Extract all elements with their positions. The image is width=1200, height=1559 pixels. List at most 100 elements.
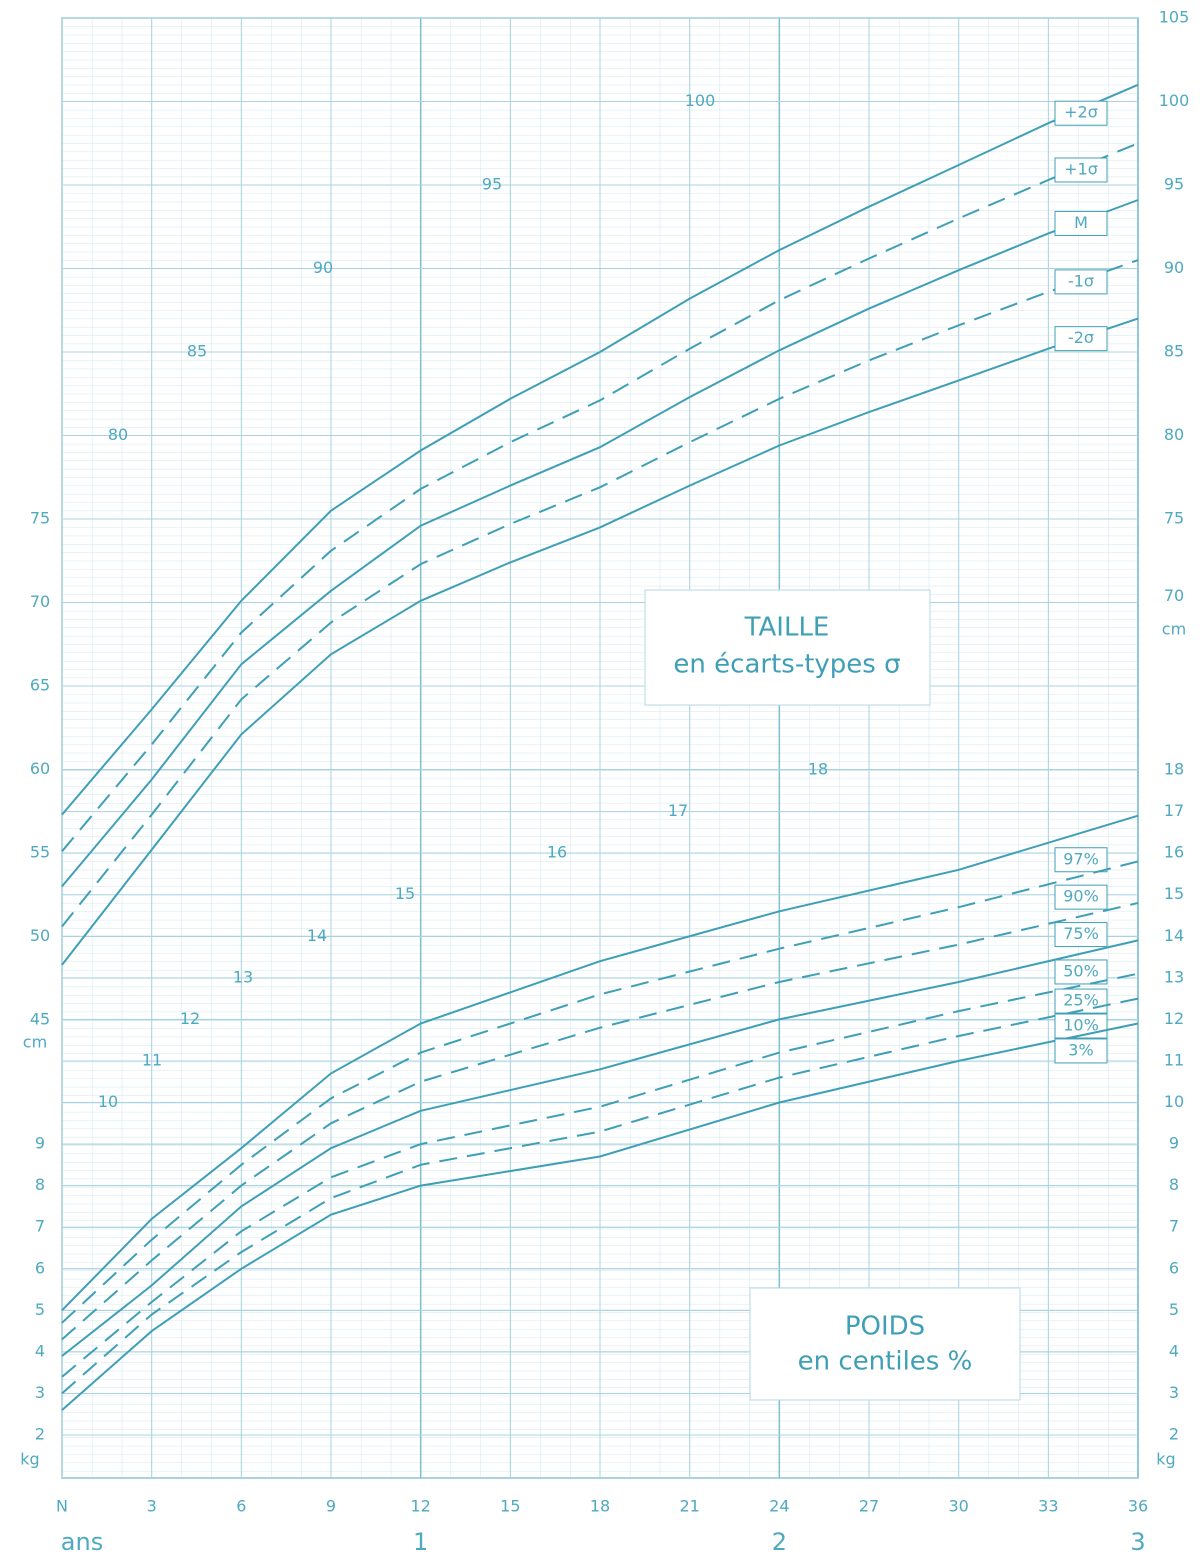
legend-label: -2σ [1068,328,1094,347]
year-tick-label: 3 [1130,1528,1145,1556]
guide-label: 14 [307,926,327,945]
year-tick-label: 1 [413,1528,428,1556]
y-tick-label: 14 [1164,926,1184,945]
series-line [61,317,1139,966]
x-axis-unit: ans [61,1528,103,1556]
guide-label: 15 [395,884,415,903]
y-tick-label: 16 [1164,843,1184,862]
series-line [61,259,1139,928]
legend-box [1054,100,1108,126]
x-tick-label: 18 [590,1497,610,1516]
y-tick-label: 4 [35,1341,45,1360]
guide-label: 80 [108,425,128,444]
guide-label: 12 [180,1009,200,1028]
y-tick-label: 10 [1164,1092,1184,1111]
y-tick-label: 65 [30,676,50,695]
legend-box [1054,1038,1108,1064]
x-tick-label: 12 [410,1497,430,1516]
y-tick-label: 5 [35,1300,45,1319]
y-tick-label: 4 [1169,1341,1179,1360]
guide-label: 17 [668,801,688,820]
x-tick-label: 30 [948,1497,968,1516]
y-tick-label: 55 [30,843,50,862]
guide-label: 11 [142,1050,162,1069]
title-box [749,1287,1021,1401]
y-tick-label: 18 [1164,760,1184,779]
x-tick-label: 6 [236,1497,246,1516]
year-tick-label: 2 [772,1528,787,1556]
y-tick-label: 80 [1164,425,1184,444]
series-line [61,860,1139,1324]
series-line [61,814,1139,1312]
y-tick-label: 75 [30,509,50,528]
axis-unit: kg [1156,1450,1175,1469]
legend-label: 50% [1063,961,1099,980]
series-line [61,142,1139,852]
y-tick-label: 5 [1169,1300,1179,1319]
y-tick-label: 45 [30,1010,50,1029]
y-tick-label: 95 [1164,175,1184,194]
title-box [644,589,931,706]
y-tick-label: 105 [1159,8,1190,27]
series-line [61,902,1139,1341]
guide-label: 95 [482,175,502,194]
y-tick-label: 6 [35,1258,45,1277]
guide-label: 18 [808,760,828,779]
y-tick-label: 3 [1169,1383,1179,1402]
x-tick-label: 27 [859,1497,879,1516]
guide-label: 90 [313,258,333,277]
y-tick-label: 70 [30,592,50,611]
y-tick-label: 7 [1169,1217,1179,1236]
series-line [61,939,1139,1357]
legend-label: +1σ [1064,159,1098,178]
y-tick-label: 85 [1164,342,1184,361]
guide-label: 10 [98,1092,118,1111]
y-tick-label: 70 [1164,586,1184,605]
y-tick-label: 9 [35,1134,45,1153]
legend-box [1054,210,1108,236]
y-tick-label: 3 [35,1383,45,1402]
series-line [61,972,1139,1378]
legend-label: 90% [1063,887,1099,906]
legend-label: 75% [1063,924,1099,943]
legend-box [1054,326,1108,352]
guide-label: 13 [233,967,253,986]
y-tick-label: 75 [1164,509,1184,528]
guide-label: 85 [187,342,207,361]
y-tick-label: 6 [1169,1258,1179,1277]
y-tick-label: 9 [1169,1134,1179,1153]
chart-title: POIDS [845,1312,925,1342]
legend-box [1054,922,1108,948]
axis-unit: kg [20,1450,39,1469]
y-tick-label: 100 [1159,91,1190,110]
guide-label: 100 [685,91,716,110]
legend-box [1054,884,1108,910]
x-tick-label: 15 [500,1497,520,1516]
legend-box [1054,959,1108,985]
chart-title: TAILLE [744,613,830,643]
series-line [61,83,1139,816]
y-tick-label: 90 [1164,258,1184,277]
y-tick-label: 50 [30,926,50,945]
y-tick-label: 15 [1164,884,1184,903]
guide-label: 16 [547,843,567,862]
legend-label: 97% [1063,849,1099,868]
x-tick-label: 3 [147,1497,157,1516]
x-tick-label: N [56,1497,68,1516]
legend-label: M [1074,213,1088,232]
chart-subtitle: en écarts-types σ [673,650,900,680]
legend-label: 25% [1063,991,1099,1010]
x-tick-label: 33 [1038,1497,1058,1516]
series-line [61,199,1139,888]
legend-label: 10% [1063,1016,1099,1035]
legend-box [1054,157,1108,183]
y-tick-label: 7 [35,1217,45,1236]
y-tick-label: 2 [1169,1425,1179,1444]
x-tick-label: 9 [326,1497,336,1516]
y-tick-label: 8 [1169,1175,1179,1194]
series-line [61,997,1139,1395]
y-tick-label: 12 [1164,1009,1184,1028]
x-tick-label: 36 [1128,1497,1148,1516]
y-tick-label: 13 [1164,967,1184,986]
